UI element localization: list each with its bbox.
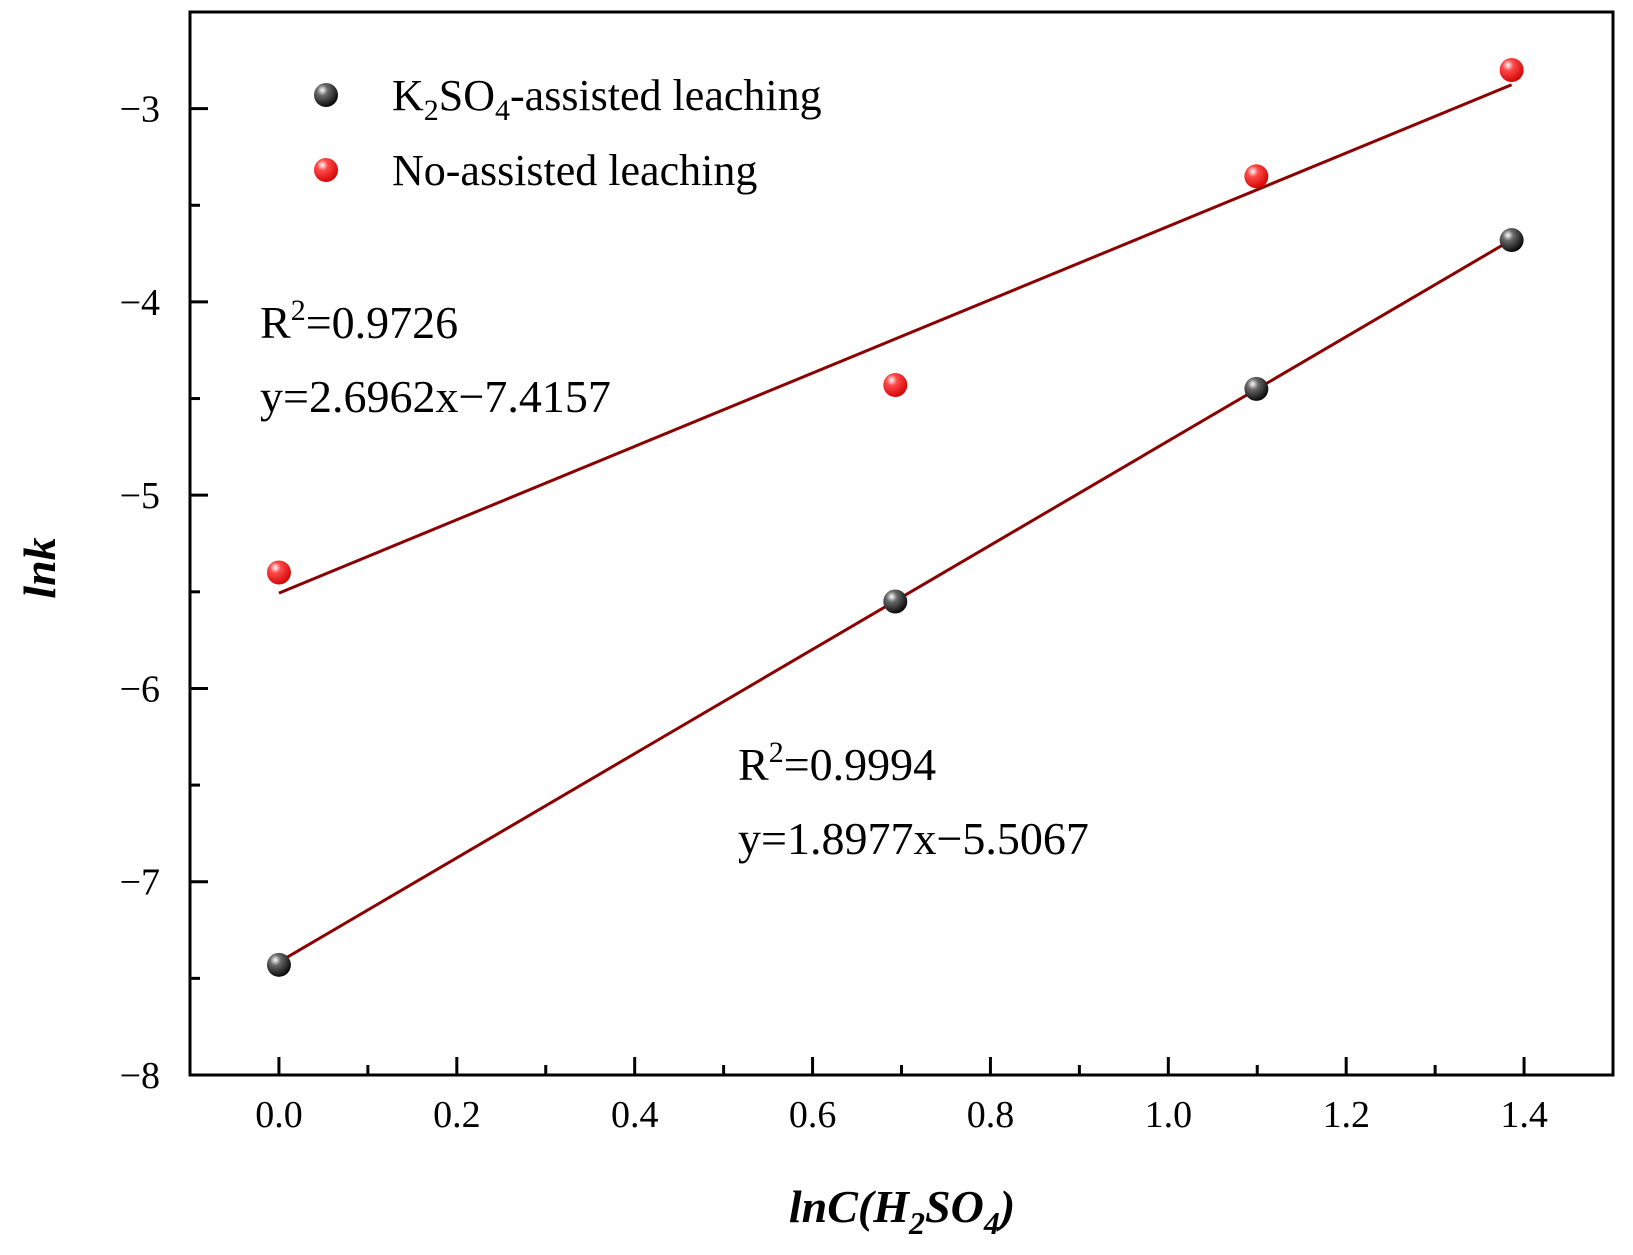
y-axis-ticks: −8 −7 −6 −5 −4 −3 bbox=[120, 89, 208, 1097]
legend-marker-k2so4 bbox=[314, 83, 338, 107]
x-tick-label: 1.4 bbox=[1500, 1094, 1548, 1136]
x-tick-label: 0.8 bbox=[967, 1094, 1015, 1136]
x-tick-label: 0.0 bbox=[255, 1094, 303, 1136]
x-axis-title: lnC(H2SO4) bbox=[789, 1181, 1015, 1241]
annotation-k2so4: R2=0.9994 y=1.8977x−5.5067 bbox=[738, 736, 1089, 864]
point-k2so4 bbox=[1244, 376, 1269, 401]
y-axis-title: lnk bbox=[14, 537, 65, 598]
data-points bbox=[266, 57, 1524, 977]
point-k2so4 bbox=[1499, 228, 1524, 253]
x-tick-label: 1.2 bbox=[1322, 1094, 1370, 1136]
legend-label-no-assisted: No-assisted leaching bbox=[392, 146, 757, 195]
point-k2so4 bbox=[883, 589, 908, 614]
equation-k2so4: y=1.8977x−5.5067 bbox=[738, 813, 1089, 864]
y-tick-label: −5 bbox=[120, 475, 160, 517]
x-axis-ticks: 0.0 0.2 0.4 0.6 0.8 1.0 1.2 1.4 bbox=[255, 1057, 1548, 1136]
point-k2so4 bbox=[266, 952, 291, 977]
equation-no-assisted: y=2.6962x−7.4157 bbox=[260, 371, 611, 422]
fit-line-k2so4 bbox=[278, 83, 1513, 595]
r2-k2so4: R2=0.9994 bbox=[738, 736, 936, 790]
x-tick-label: 0.2 bbox=[433, 1094, 481, 1136]
y-tick-label: −3 bbox=[120, 89, 160, 131]
point-no-assisted bbox=[266, 560, 291, 585]
legend-marker-no-assisted bbox=[314, 158, 338, 182]
point-no-assisted bbox=[1244, 164, 1269, 189]
y-tick-label: −4 bbox=[120, 282, 160, 324]
y-tick-label: −8 bbox=[120, 1055, 160, 1097]
y-tick-label: −6 bbox=[120, 668, 160, 710]
r2-no-assisted: R2=0.9726 bbox=[260, 294, 458, 348]
annotation-no-assisted: R2=0.9726 y=2.6962x−7.4157 bbox=[260, 294, 611, 422]
x-tick-label: 1.0 bbox=[1145, 1094, 1193, 1136]
y-tick-label: −7 bbox=[120, 862, 160, 904]
point-no-assisted bbox=[1499, 57, 1524, 82]
x-tick-label: 0.4 bbox=[611, 1094, 659, 1136]
x-tick-label: 0.6 bbox=[789, 1094, 837, 1136]
point-no-assisted bbox=[883, 373, 908, 398]
legend: K2SO4-assisted leaching No-assisted leac… bbox=[314, 71, 822, 195]
legend-label-k2so4: K2SO4-assisted leaching bbox=[392, 71, 822, 127]
